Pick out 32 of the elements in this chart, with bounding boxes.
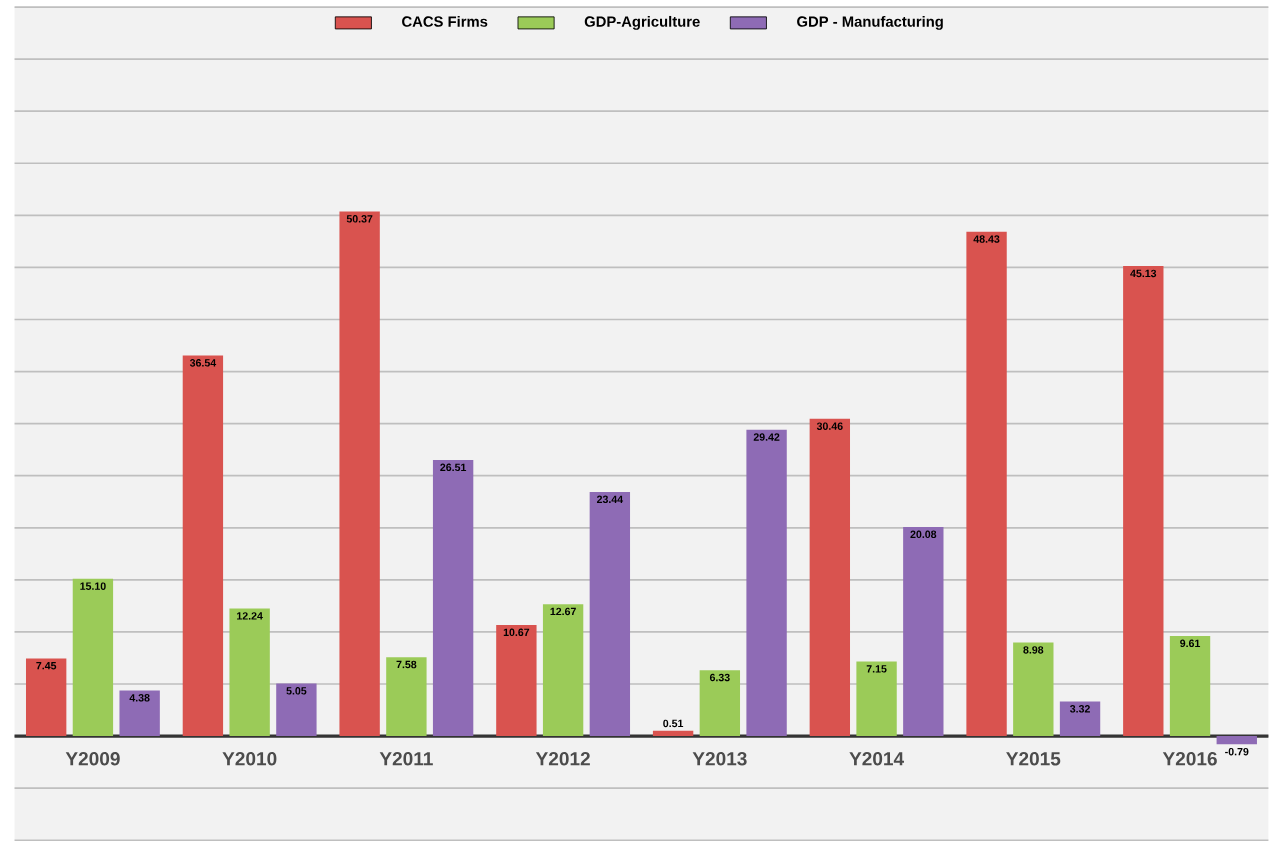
x-tick-label: Y2015 (1006, 752, 1061, 766)
bar (1123, 266, 1164, 737)
bar (966, 232, 1007, 737)
bar (182, 355, 224, 737)
bar (1013, 642, 1054, 737)
bar (339, 211, 380, 737)
bar (229, 608, 270, 737)
x-tick-label: Y2016 (1162, 752, 1217, 766)
bar (652, 731, 694, 737)
bar (432, 460, 474, 737)
bar (386, 657, 427, 737)
x-tick-label: Y2012 (535, 752, 590, 766)
bar (25, 658, 67, 737)
bar (276, 683, 317, 737)
x-tick-label: Y2013 (692, 752, 747, 766)
bar (496, 625, 537, 737)
bar (903, 527, 944, 737)
bar (72, 579, 114, 737)
bar (542, 604, 584, 737)
bar (746, 430, 787, 737)
bar (1216, 736, 1257, 745)
x-tick-label: Y2011 (379, 752, 433, 766)
x-tick-label: Y2014 (849, 752, 904, 766)
bar (1169, 636, 1211, 737)
bar (809, 419, 851, 737)
bar (699, 670, 741, 737)
x-tick-label: Y2009 (65, 752, 120, 766)
x-tick-label: Y2010 (222, 752, 277, 766)
bar (856, 661, 897, 737)
bar (1059, 701, 1101, 737)
bar (119, 690, 160, 737)
bar (589, 492, 631, 737)
